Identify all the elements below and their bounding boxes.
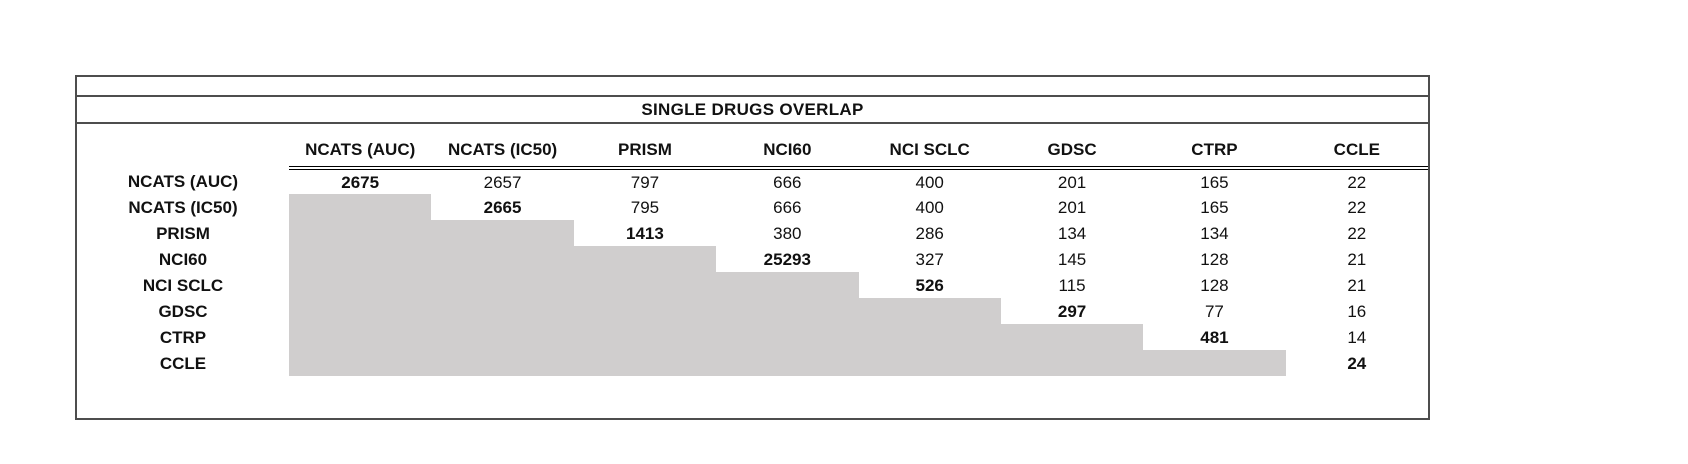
matrix-cell-gdsc-x-ncats-ic50 [431,298,574,324]
matrix-cell-nci-sclc-x-ccle: 21 [1347,275,1367,295]
column-header-ccle: CCLE [1285,137,1428,170]
matrix-cell-prism-x-nci-sclc: 286 [915,223,944,243]
matrix-cell-ncats-auc-x-gdsc: 201 [1057,172,1087,192]
table-row-gdsc: GDSC 297 77 16 [77,298,1428,324]
matrix-cell-gdsc-x-ncats-auc [289,298,432,324]
matrix-cell-ctrp-x-nci-sclc [858,324,1001,350]
matrix-head: NCATS (AUC) NCATS (IC50) PRISM NCI60 NCI SCL… [77,137,1428,170]
matrix-cell-ccle-x-ccle: 24 [1347,353,1367,373]
matrix-rows: NCATS (AUC) 2675 2657 797 666 400 201 165 22 NCAT… [77,168,1428,376]
column-header-prism: PRISM [573,137,717,170]
matrix-cell-gdsc-x-nci60 [716,298,859,324]
matrix-cell-ctrp-x-ncats-ic50 [431,324,574,350]
matrix-cell-ccle-x-nci-sclc [858,350,1001,376]
matrix-cell-ccle-x-prism [573,350,717,376]
matrix-cell-ncats-ic50-x-nci-sclc: 400 [915,197,944,217]
top-spacer-row [77,77,1428,97]
matrix-cell-nci60-x-gdsc: 145 [1057,249,1087,269]
matrix-cell-ncats-auc-x-nci-sclc: 400 [915,172,944,192]
matrix-cell-gdsc-x-gdsc: 297 [1057,301,1087,321]
matrix-cell-nci60-x-nci-sclc: 327 [915,249,944,269]
matrix-cell-nci-sclc-x-nci-sclc: 526 [915,275,944,295]
matrix-cell-ccle-x-ctrp [1143,350,1286,376]
table-title: SINGLE DRUGS OVERLAP [641,99,864,119]
matrix-cell-gdsc-x-ctrp: 77 [1204,301,1224,321]
row-header-ncats-auc: NCATS (AUC) [127,171,239,191]
matrix-cell-ncats-auc-x-prism: 797 [630,172,660,192]
matrix-cell-ctrp-x-prism [573,324,717,350]
matrix-cell-nci60-x-nci60: 25293 [763,249,811,269]
matrix-cell-nci-sclc-x-ncats-auc [289,272,432,298]
matrix-body: NCATS (AUC) NCATS (IC50) PRISM NCI60 NCI SCL… [77,124,1428,376]
matrix-cell-nci60-x-ccle: 21 [1347,249,1367,269]
matrix-cell-nci-sclc-x-ctrp: 128 [1200,275,1229,295]
matrix-cell-nci-sclc-x-prism [573,272,717,298]
matrix-cell-prism-x-ctrp: 134 [1200,223,1229,243]
column-header-gdsc: GDSC [1000,137,1144,170]
matrix-cell-nci-sclc-x-ncats-ic50 [431,272,574,298]
row-header-ccle: CCLE [159,353,207,373]
matrix-cell-prism-x-nci60: 380 [773,223,802,243]
matrix-cell-prism-x-prism: 1413 [626,223,664,243]
matrix-cell-nci60-x-prism [573,246,717,272]
corner-cell [77,137,289,168]
matrix-cell-prism-x-gdsc: 134 [1057,223,1087,243]
title-row: SINGLE DRUGS OVERLAP [77,97,1428,124]
matrix-cell-gdsc-x-nci-sclc [858,298,1001,324]
row-header-prism: PRISM [156,223,210,243]
column-header-ncats-ic50: NCATS (IC50) [431,137,574,170]
matrix-cell-ncats-auc-x-nci60: 666 [773,172,802,192]
matrix-cell-nci-sclc-x-gdsc: 115 [1058,275,1086,295]
overlap-matrix-table: NCATS (AUC) NCATS (IC50) PRISM NCI60 NCI SCL… [77,137,1428,376]
row-header-ctrp: CTRP [159,327,207,347]
matrix-cell-ccle-x-gdsc [1000,350,1144,376]
matrix-cell-ctrp-x-nci60 [716,324,859,350]
row-header-ncats-ic50: NCATS (IC50) [128,197,238,217]
matrix-cell-ncats-ic50-x-ccle: 22 [1347,197,1367,217]
row-header-nci60: NCI60 [158,249,208,269]
matrix-cell-ncats-auc-x-ncats-ic50: 2657 [483,172,522,192]
matrix-cell-gdsc-x-ccle: 16 [1347,301,1367,321]
matrix-cell-ctrp-x-ncats-auc [289,324,432,350]
column-header-ctrp: CTRP [1143,137,1286,170]
matrix-cell-ncats-ic50-x-ncats-ic50: 2665 [483,197,522,217]
matrix-cell-ctrp-x-gdsc [1000,324,1144,350]
table-row-ctrp: CTRP 481 14 [77,324,1428,350]
matrix-cell-ncats-auc-x-ccle: 22 [1347,172,1367,192]
matrix-cell-ccle-x-ncats-ic50 [431,350,574,376]
matrix-cell-nci-sclc-x-nci60 [716,272,859,298]
matrix-cell-nci60-x-ctrp: 128 [1200,249,1229,269]
matrix-cell-ncats-auc-x-ncats-auc: 2675 [341,172,380,192]
matrix-cell-ccle-x-ncats-auc [289,350,432,376]
matrix-cell-prism-x-ncats-auc [289,220,432,246]
column-header-row: NCATS (AUC) NCATS (IC50) PRISM NCI60 NCI SCL… [77,137,1428,170]
matrix-cell-ncats-ic50-x-gdsc: 201 [1057,197,1087,217]
matrix-cell-prism-x-ccle: 22 [1347,223,1367,243]
matrix-cell-gdsc-x-prism [573,298,717,324]
matrix-cell-ctrp-x-ctrp: 481 [1200,327,1229,347]
row-header-nci-sclc: NCI SCLC [142,275,224,295]
table-row-ncats-auc: NCATS (AUC) 2675 2657 797 666 400 201 165 22 [77,168,1428,194]
single-drugs-overlap-panel: SINGLE DRUGS OVERLAP NCATS (AUC) NCATS (I… [75,75,1430,420]
matrix-cell-ccle-x-nci60 [716,350,859,376]
matrix-cell-nci60-x-ncats-auc [289,246,432,272]
matrix-cell-prism-x-ncats-ic50 [431,220,574,246]
table-row-ncats-ic50: NCATS (IC50) 2665 795 666 400 201 165 22 [77,194,1428,220]
column-header-ncats-auc: NCATS (AUC) [289,137,432,170]
matrix-cell-ncats-ic50-x-prism: 795 [630,197,660,217]
matrix-cell-ncats-auc-x-ctrp: 165 [1200,172,1229,192]
matrix-cell-ncats-ic50-x-nci60: 666 [773,197,802,217]
table-row-nci60: NCI60 25293 327 145 128 21 [77,246,1428,272]
table-row-nci-sclc: NCI SCLC 526 115 128 21 [77,272,1428,298]
column-header-nci60: NCI60 [716,137,859,170]
table-row-prism: PRISM 1413 380 286 134 134 22 [77,220,1428,246]
matrix-cell-ncats-ic50-x-ctrp: 165 [1200,197,1229,217]
row-header-gdsc: GDSC [158,301,208,321]
column-header-nci-sclc: NCI SCLC [858,137,1001,170]
matrix-cell-ctrp-x-ccle: 14 [1347,327,1367,347]
table-row-ccle: CCLE 24 [77,350,1428,376]
matrix-cell-ncats-ic50-x-ncats-auc [289,194,432,220]
matrix-cell-nci60-x-ncats-ic50 [431,246,574,272]
